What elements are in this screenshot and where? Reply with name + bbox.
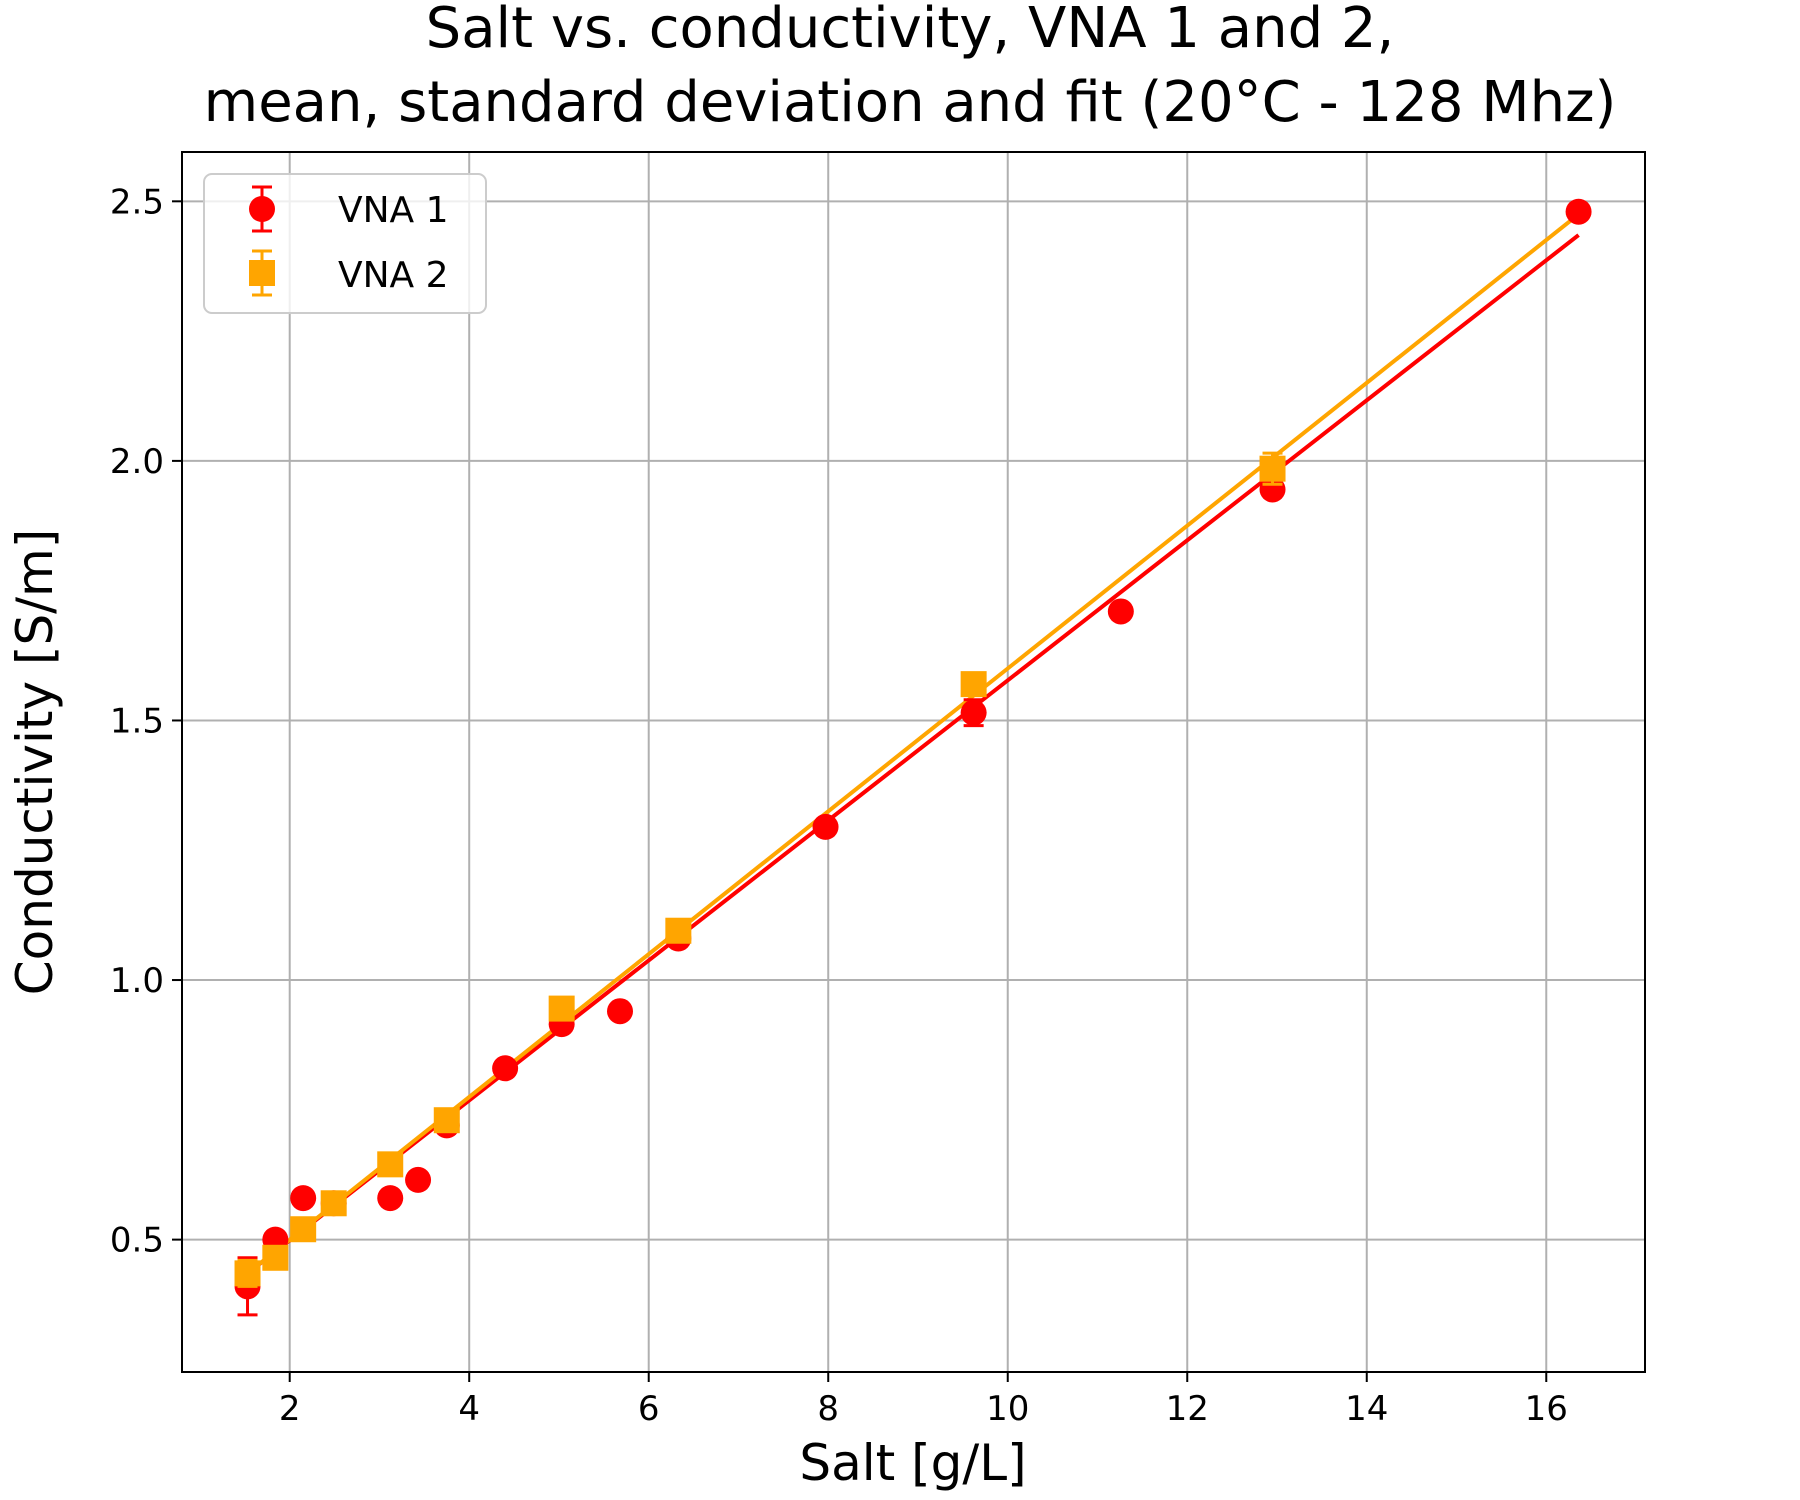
y-tick-label: 2.0 bbox=[110, 442, 164, 482]
x-tick-label: 8 bbox=[817, 1389, 839, 1429]
data-point-square bbox=[1259, 455, 1286, 482]
legend-marker-vna-2 bbox=[249, 249, 275, 297]
y-axis-label: Conductivity [S/m] bbox=[6, 529, 64, 995]
data-point-square bbox=[433, 1107, 460, 1134]
x-tick-label: 10 bbox=[986, 1389, 1029, 1429]
fit-line-vna-2 bbox=[246, 212, 1580, 1275]
legend-square-marker bbox=[249, 260, 275, 286]
x-tick-label: 4 bbox=[458, 1389, 480, 1429]
y-tick-label: 2.5 bbox=[110, 182, 164, 222]
x-tick-label: 16 bbox=[1525, 1389, 1568, 1429]
x-tick-label: 14 bbox=[1345, 1389, 1388, 1429]
x-axis-label: Salt [g/L] bbox=[799, 1434, 1026, 1492]
fit-line-vna-1 bbox=[246, 233, 1580, 1275]
y-tick-label: 1.5 bbox=[110, 701, 164, 741]
fit-lines bbox=[246, 212, 1580, 1275]
legend-circle-marker bbox=[249, 196, 275, 222]
data-point-circle bbox=[405, 1166, 432, 1193]
x-tick-label: 6 bbox=[638, 1389, 660, 1429]
y-tick-label: 0.5 bbox=[110, 1221, 164, 1261]
data-point-square bbox=[234, 1260, 261, 1287]
series-vna-2 bbox=[234, 451, 1286, 1288]
legend-label-vna-1: VNA 1 bbox=[338, 190, 449, 231]
y-tick-label: 1.0 bbox=[110, 961, 164, 1001]
data-series bbox=[234, 198, 1592, 1317]
data-point-square bbox=[377, 1151, 404, 1178]
data-point-square bbox=[262, 1244, 289, 1271]
data-point-square bbox=[548, 995, 575, 1022]
data-point-circle bbox=[1565, 198, 1592, 225]
data-point-square bbox=[960, 671, 987, 698]
grid bbox=[182, 152, 1645, 1372]
chart-title-line-1: Salt vs. conductivity, VNA 1 and 2, bbox=[426, 0, 1395, 61]
legend: VNA 1 VNA 2 bbox=[203, 173, 487, 314]
x-tick-label: 2 bbox=[279, 1389, 301, 1429]
chart-title-line-2: mean, standard deviation and fit (20°C -… bbox=[204, 70, 1617, 135]
data-point-circle bbox=[812, 813, 839, 840]
data-point-square bbox=[665, 917, 692, 944]
plot-frame bbox=[181, 151, 1646, 1373]
data-point-circle bbox=[377, 1185, 404, 1212]
data-point-circle bbox=[607, 998, 634, 1025]
data-point-circle bbox=[290, 1185, 317, 1212]
legend-label-vna-2: VNA 2 bbox=[338, 255, 449, 296]
data-point-circle bbox=[960, 699, 987, 726]
legend-marker-vna-1 bbox=[249, 185, 275, 233]
data-point-circle bbox=[492, 1055, 519, 1082]
data-point-circle bbox=[1107, 598, 1134, 625]
axis-ticks: 2 4 6 8 10 12 14 16 0.5 1.0 1.5 2.0 2.5 bbox=[110, 182, 1568, 1429]
x-tick-label: 12 bbox=[1166, 1389, 1209, 1429]
data-point-square bbox=[320, 1190, 347, 1217]
data-point-square bbox=[290, 1216, 317, 1243]
